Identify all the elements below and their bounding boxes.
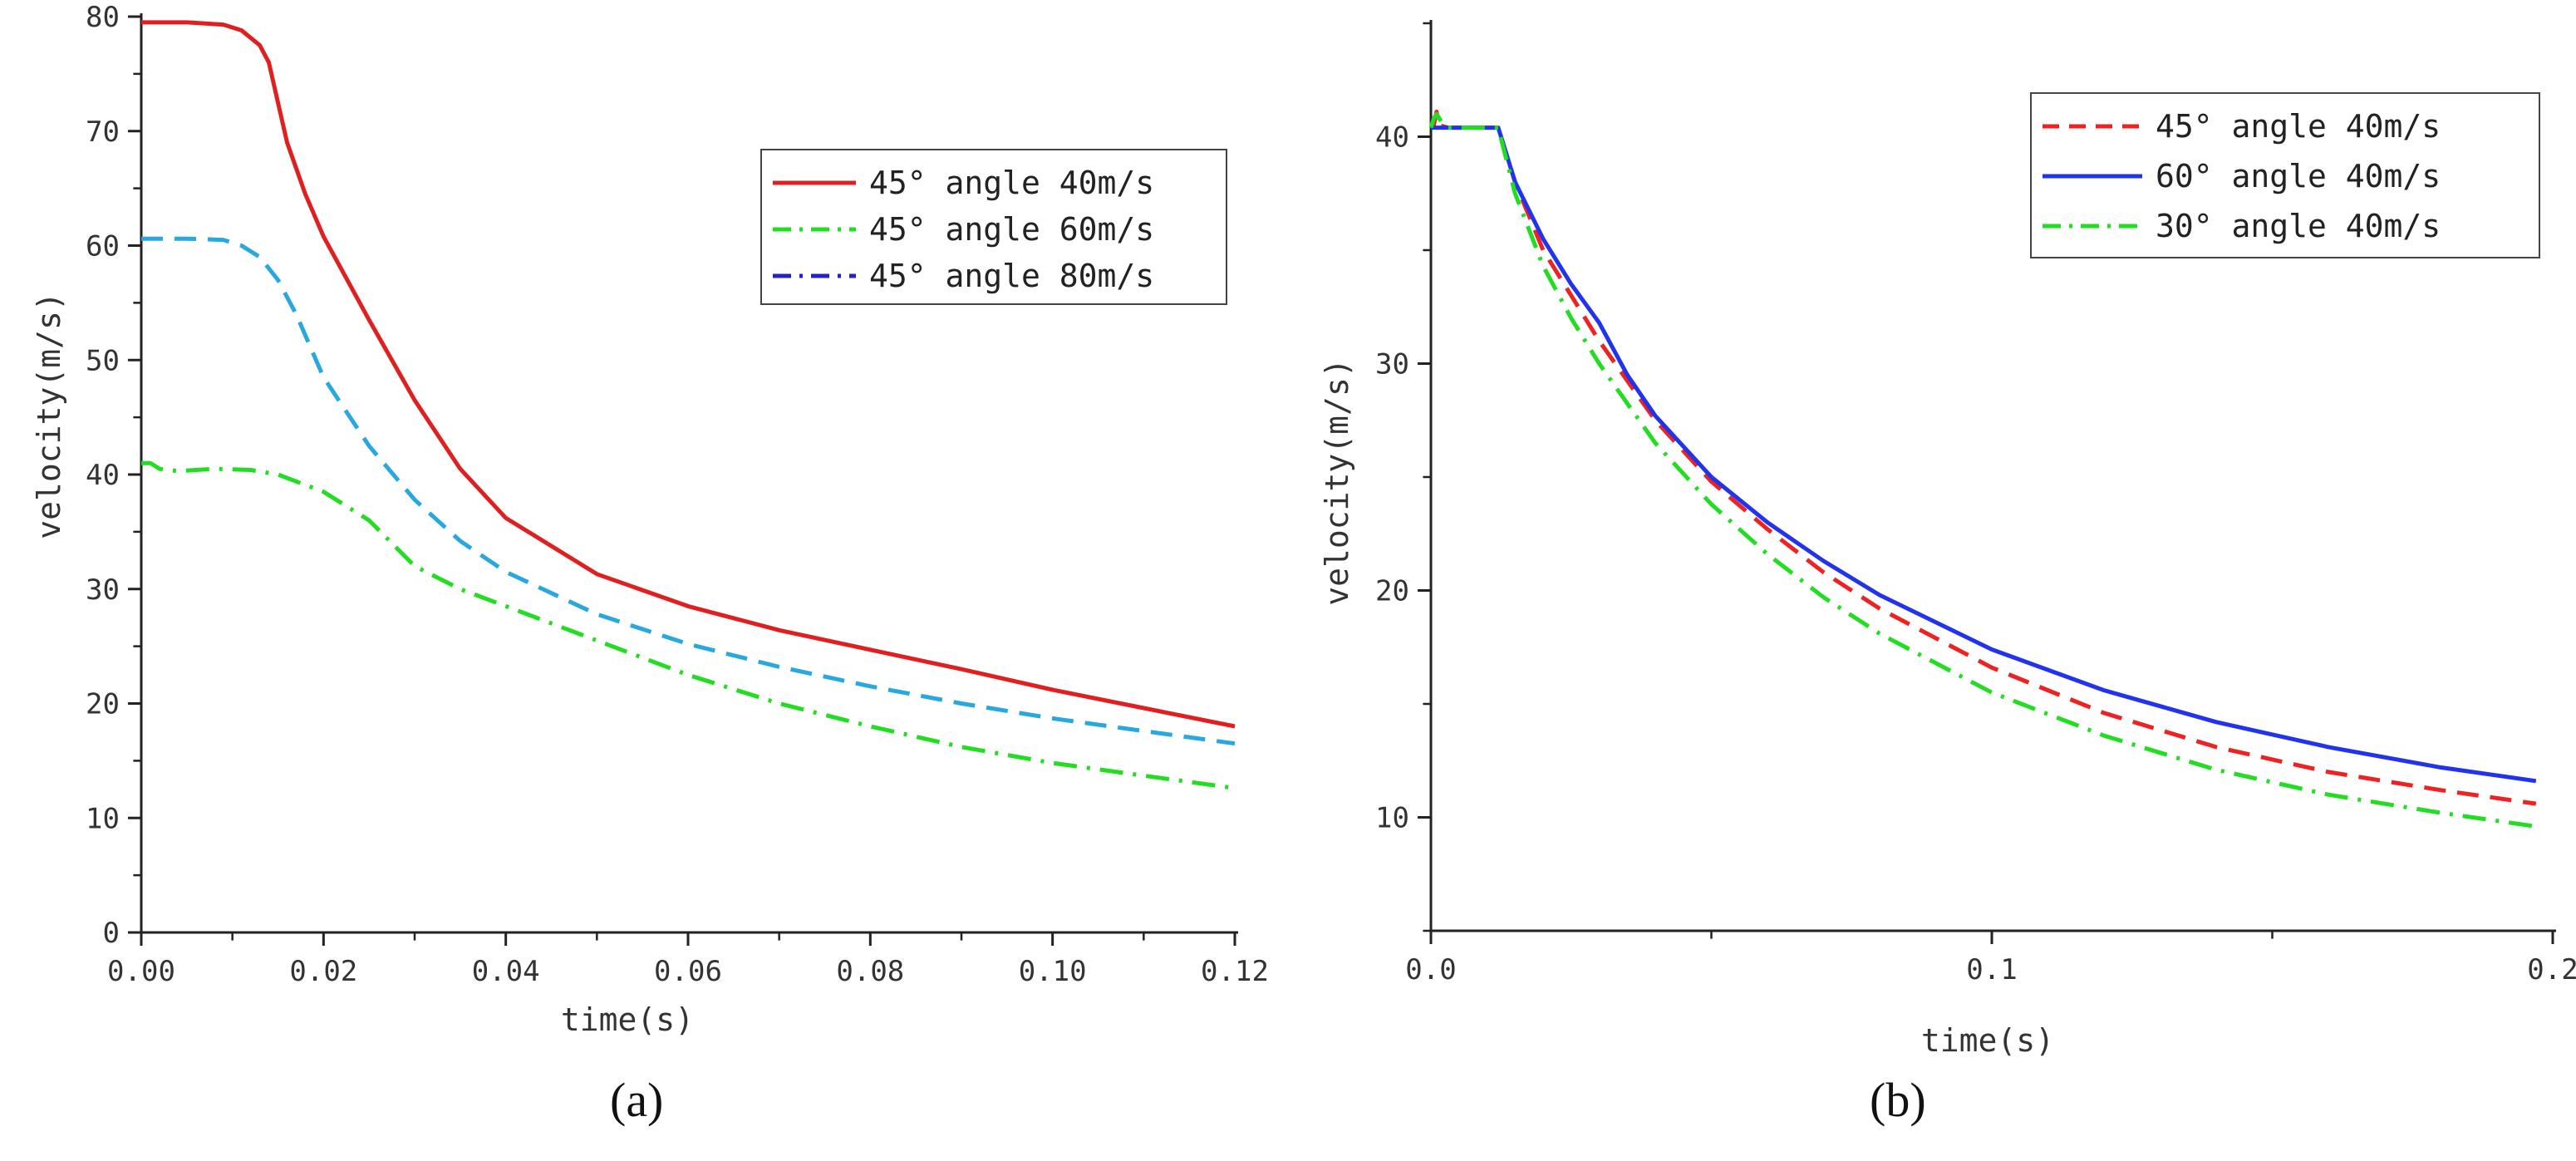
panel-a-x-tick-label: 0.06: [654, 955, 722, 988]
panel-a-legend-label: 45° angle 60m/s: [869, 211, 1154, 248]
panel-a-y-tick-label: 50: [86, 344, 120, 377]
panel-b-y-tick-label: 20: [1375, 575, 1409, 608]
panel-a-x-tick-label: 0.02: [289, 955, 357, 988]
panel-a-y-tick-label: 20: [86, 688, 120, 721]
panel-a-series-line-2: [141, 460, 1236, 790]
panel-b-x-axis-title: time(s): [1921, 1022, 2054, 1059]
panel-b-y-tick-label: 40: [1375, 121, 1409, 155]
panel-a-series-line-1: [141, 236, 1236, 746]
panel-b-x-tick-label: 0.0: [1405, 953, 1456, 986]
panel-a-y-tick-label: 70: [86, 116, 120, 149]
panel-b-series-line-1: [1431, 125, 2537, 784]
panel-b-legend: 45° angle 40m/s 60° angle 40m/s 30° angle …: [2030, 92, 2540, 258]
panel-a-x-axis-title: time(s): [561, 1001, 694, 1038]
panel-a-x-tick-label: 0.00: [107, 955, 175, 988]
panel-a-y-tick-label: 0: [103, 917, 120, 950]
panel-label-b: (b): [1870, 1073, 1926, 1127]
panel-b-x-tick-label: 0.2: [2527, 953, 2576, 986]
panel-a-y-tick-label: 60: [86, 230, 120, 263]
panel-a-x-tick-label: 0.04: [472, 955, 540, 988]
panel-a-y-axis-title: velocity(m/s): [31, 292, 67, 539]
panel-b-y-tick-label: 30: [1375, 348, 1409, 381]
panel-a-x-tick-label: 0.08: [836, 955, 904, 988]
panel-label-a: (a): [610, 1073, 664, 1127]
panel-a-y-tick-label: 40: [86, 459, 120, 492]
panel-b-y-tick-label: 10: [1375, 802, 1409, 835]
panel-a-legend: 45° angle 40m/s 45° angle 60m/s 45° angle …: [760, 149, 1227, 305]
panel-a-series-line-0: [141, 20, 1236, 729]
panel-b-y-axis-title: velocity(m/s): [1319, 358, 1355, 605]
panel-a-legend-label: 45° angle 40m/s: [869, 165, 1154, 201]
panel-b-legend-label: 45° angle 40m/s: [2156, 108, 2441, 145]
panel-b-x-tick-label: 0.1: [1966, 953, 2017, 986]
panel-b-legend-label: 30° angle 40m/s: [2156, 208, 2441, 244]
panel-a-legend-box: [760, 149, 1227, 305]
panel-a-chart: 0.00 0.02 0.04 0.06 0.08 0.10 0.12 0 10 20 30 40 50 6…: [31, 1, 1269, 1038]
panel-a-y-tick-label: 80: [86, 1, 120, 34]
panel-a-y-tick-label: 30: [86, 573, 120, 607]
panel-b-chart: 0.0 0.1 0.2 10 20 30 40 time(s) velocity(m/s) 45°…: [1319, 20, 2576, 1059]
panel-a-legend-label: 45° angle 80m/s: [869, 258, 1154, 294]
panel-b-series-line-2: [1428, 111, 2537, 829]
panel-b-legend-label: 60° angle 40m/s: [2156, 158, 2441, 194]
panel-a-x-tick-label: 0.12: [1201, 955, 1269, 988]
panel-a-y-tick-label: 10: [86, 802, 120, 835]
panel-a-x-tick-label: 0.10: [1019, 955, 1087, 988]
